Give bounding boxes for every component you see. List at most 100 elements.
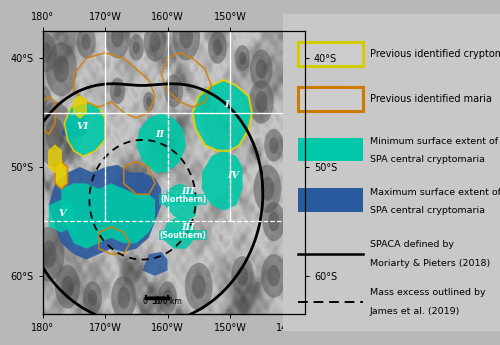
Polygon shape xyxy=(164,184,199,221)
Circle shape xyxy=(262,202,285,241)
Bar xyxy=(42,113,105,221)
Circle shape xyxy=(129,34,144,60)
Text: Maximum surface extent of: Maximum surface extent of xyxy=(370,188,500,197)
Circle shape xyxy=(111,26,124,47)
Circle shape xyxy=(33,227,64,281)
Text: Previous identified cryptomaria: Previous identified cryptomaria xyxy=(370,49,500,59)
Circle shape xyxy=(169,83,178,99)
Polygon shape xyxy=(192,80,252,151)
Circle shape xyxy=(143,92,154,111)
Bar xyxy=(42,4,105,113)
Circle shape xyxy=(132,41,140,54)
Bar xyxy=(105,4,168,113)
Circle shape xyxy=(55,265,80,308)
Circle shape xyxy=(40,43,52,62)
Polygon shape xyxy=(64,102,105,156)
Text: I: I xyxy=(224,100,228,109)
Text: III: III xyxy=(181,187,194,196)
Circle shape xyxy=(111,276,136,319)
Circle shape xyxy=(239,52,246,65)
Text: Minimum surface extent of: Minimum surface extent of xyxy=(370,137,498,146)
Text: (Northern): (Northern) xyxy=(160,195,206,204)
Circle shape xyxy=(208,31,227,64)
Circle shape xyxy=(250,50,272,89)
Bar xyxy=(168,113,230,221)
Polygon shape xyxy=(61,184,155,249)
Circle shape xyxy=(192,275,205,299)
Circle shape xyxy=(172,12,200,60)
Circle shape xyxy=(249,80,274,124)
Circle shape xyxy=(158,281,177,314)
Circle shape xyxy=(34,33,57,72)
Polygon shape xyxy=(49,145,61,172)
Circle shape xyxy=(260,177,274,201)
Text: III: III xyxy=(181,223,194,232)
Polygon shape xyxy=(49,165,161,259)
Circle shape xyxy=(54,56,69,83)
Circle shape xyxy=(105,15,130,58)
Circle shape xyxy=(261,254,286,298)
Text: II: II xyxy=(155,130,164,139)
Circle shape xyxy=(118,287,130,308)
Circle shape xyxy=(235,45,250,71)
Circle shape xyxy=(268,212,280,231)
Bar xyxy=(298,188,363,212)
Polygon shape xyxy=(55,161,68,189)
Text: 100 km: 100 km xyxy=(153,297,182,306)
Circle shape xyxy=(268,265,280,287)
Circle shape xyxy=(83,281,102,314)
Circle shape xyxy=(256,59,267,79)
FancyBboxPatch shape xyxy=(280,8,500,337)
Circle shape xyxy=(164,75,183,107)
Bar xyxy=(230,113,292,221)
Polygon shape xyxy=(61,113,86,140)
Circle shape xyxy=(199,91,211,113)
Text: SPA central cryptomaria: SPA central cryptomaria xyxy=(370,206,484,215)
Circle shape xyxy=(36,102,74,167)
Circle shape xyxy=(88,289,97,306)
Circle shape xyxy=(61,276,74,298)
Polygon shape xyxy=(142,252,168,276)
Circle shape xyxy=(77,26,96,58)
Text: 50: 50 xyxy=(152,297,162,306)
Circle shape xyxy=(41,240,56,268)
Circle shape xyxy=(202,96,208,107)
Circle shape xyxy=(33,86,52,118)
Circle shape xyxy=(269,137,278,154)
Circle shape xyxy=(254,165,281,213)
Polygon shape xyxy=(202,151,242,210)
Circle shape xyxy=(237,266,248,286)
Polygon shape xyxy=(161,216,196,249)
Circle shape xyxy=(144,22,166,61)
Circle shape xyxy=(231,256,254,295)
Text: Moriarty & Pieters (2018): Moriarty & Pieters (2018) xyxy=(370,259,490,268)
Circle shape xyxy=(110,78,125,104)
Text: James et al. (2019): James et al. (2019) xyxy=(370,307,460,316)
Bar xyxy=(168,4,230,113)
Circle shape xyxy=(180,24,193,48)
Text: V: V xyxy=(58,209,66,218)
Circle shape xyxy=(38,93,47,110)
Circle shape xyxy=(114,85,121,97)
Polygon shape xyxy=(74,96,86,118)
Circle shape xyxy=(213,39,222,56)
Polygon shape xyxy=(136,113,186,172)
Bar xyxy=(230,4,292,113)
Text: Mass excess outlined by: Mass excess outlined by xyxy=(370,288,485,297)
Circle shape xyxy=(146,97,152,107)
Text: Previous identified maria: Previous identified maria xyxy=(370,94,492,104)
Text: (Southern): (Southern) xyxy=(160,231,206,240)
Circle shape xyxy=(264,129,283,161)
Bar xyxy=(298,138,363,161)
Text: SPA central cryptomaria: SPA central cryptomaria xyxy=(370,155,484,164)
Bar xyxy=(298,87,363,111)
Circle shape xyxy=(185,263,212,311)
Bar xyxy=(105,113,168,221)
Text: 0: 0 xyxy=(142,297,148,306)
Text: IV: IV xyxy=(227,171,239,180)
Circle shape xyxy=(150,32,160,52)
Circle shape xyxy=(82,34,91,50)
Polygon shape xyxy=(49,200,74,232)
Text: SPACA defined by: SPACA defined by xyxy=(370,240,454,249)
Circle shape xyxy=(255,91,268,113)
